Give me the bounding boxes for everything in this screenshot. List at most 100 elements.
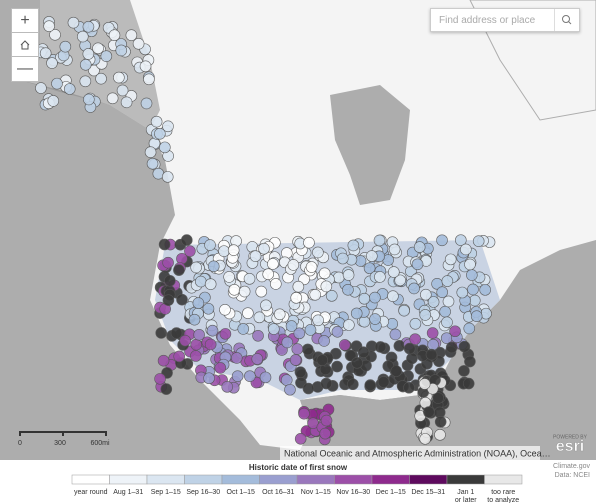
station-dot (95, 72, 107, 85)
home-button[interactable] (11, 32, 39, 58)
station-dot (203, 372, 215, 385)
station-dot (144, 146, 157, 159)
station-dot (394, 274, 407, 287)
legend-swatch (221, 474, 260, 485)
scale-label: 600mi (90, 440, 110, 447)
station-dot (373, 234, 386, 247)
legend-swatch (259, 474, 298, 485)
station-dot (411, 258, 424, 271)
zoom-out[interactable]: — (11, 56, 39, 82)
station-dot (389, 328, 402, 341)
station-dot (173, 264, 185, 276)
station-dot (207, 260, 220, 273)
scale-label: 300 (54, 440, 66, 447)
station-dot (285, 320, 298, 332)
station-dot (106, 92, 119, 105)
station-dot (444, 253, 457, 266)
hudson-bay (330, 85, 410, 205)
station-dot (160, 383, 173, 395)
station-dot (260, 299, 272, 312)
station-dot (351, 357, 363, 369)
station-dot (318, 267, 331, 280)
station-dot (223, 271, 235, 283)
station-dot (420, 288, 432, 301)
station-dot (291, 343, 304, 355)
station-dot (51, 77, 63, 90)
legend-swatch (409, 474, 448, 485)
station-dot (242, 307, 254, 319)
search-box[interactable]: Find address or place (430, 8, 580, 32)
station-dot (427, 338, 439, 351)
station-dot (79, 58, 92, 71)
station-dot (218, 245, 230, 257)
station-dot (146, 157, 159, 170)
station-dot (238, 285, 251, 298)
station-dot (292, 280, 305, 293)
map[interactable]: 0 300 600mi National Oceanic and Atmosph… (0, 0, 596, 460)
scale-bar: 0 300 600mi (18, 431, 110, 447)
legend-swatch (146, 474, 185, 485)
station-dot (79, 75, 92, 88)
station-dot (35, 82, 47, 94)
station-dot (347, 378, 359, 391)
station-dot (309, 289, 322, 301)
station-dot (303, 236, 315, 249)
station-dot (258, 242, 270, 255)
station-dot (154, 373, 166, 385)
scale-label: 0 (18, 440, 22, 447)
station-dot (442, 295, 455, 308)
station-dot (304, 324, 317, 336)
station-dot (403, 342, 416, 355)
station-dot (479, 284, 491, 296)
station-dot (301, 343, 314, 356)
station-dot (262, 268, 275, 281)
station-dot (176, 293, 188, 306)
station-dot (43, 20, 55, 32)
station-dot (320, 414, 333, 427)
station-dot (462, 377, 475, 390)
station-dot (342, 269, 355, 281)
legend-label: Nov 16–30 (336, 489, 370, 496)
legend-label: or later (455, 497, 477, 503)
station-dot (180, 234, 193, 246)
legend-label: Sep 16–30 (186, 489, 220, 496)
station-dot (280, 374, 293, 386)
legend-label: Oct 16–31 (262, 489, 294, 496)
station-dot (409, 333, 421, 345)
zoom-in[interactable]: + (11, 8, 39, 34)
station-dot (83, 93, 95, 106)
legend-label: Dec 15–31 (411, 489, 445, 496)
station-dot (82, 48, 95, 60)
station-dot (249, 250, 262, 262)
station-dots (34, 16, 496, 446)
search-button[interactable] (554, 9, 579, 31)
station-dot (456, 286, 469, 299)
station-dot (230, 352, 243, 364)
station-dot (331, 325, 344, 338)
station-dot (47, 95, 60, 107)
credits: Climate.gov Data: NCEI (553, 462, 590, 480)
esri-powered: POWERED BY (553, 434, 588, 440)
station-dot (290, 292, 303, 304)
station-dot (403, 381, 415, 394)
station-dot (419, 309, 432, 321)
legend-swatch (296, 474, 335, 485)
station-dot (158, 238, 171, 251)
station-dot (388, 243, 401, 256)
station-dot (59, 40, 72, 53)
station-dot (445, 341, 458, 354)
search-icon (562, 15, 572, 25)
station-dot (140, 97, 153, 110)
station-dot (159, 141, 171, 154)
station-dot (255, 285, 268, 298)
legend-label: Oct 1–15 (227, 489, 256, 496)
station-dot (289, 354, 302, 366)
station-dot (358, 315, 371, 328)
station-dot (464, 258, 476, 271)
station-dot (374, 341, 387, 353)
station-dot (113, 71, 125, 84)
station-dot (320, 280, 333, 293)
station-dot (393, 340, 406, 352)
station-dot (332, 271, 345, 284)
